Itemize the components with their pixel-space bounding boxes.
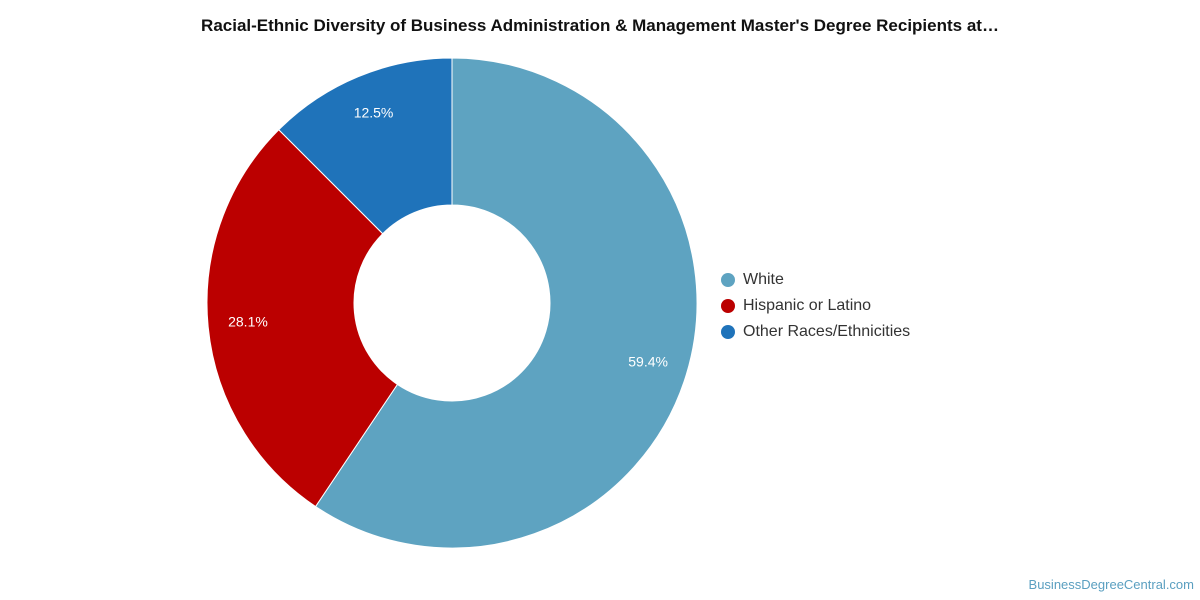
legend-dot-icon (721, 325, 735, 339)
legend-item-other-races[interactable]: Other Races/Ethnicities (721, 319, 910, 345)
legend-label: Other Races/Ethnicities (743, 323, 911, 340)
legend-label: White (743, 271, 784, 288)
source-watermark[interactable]: BusinessDegreeCentral.com (1028, 577, 1194, 592)
legend-dot-icon (721, 273, 735, 287)
legend-label: Hispanic or Latino (743, 297, 872, 314)
legend: White Hispanic or Latino Other Races/Eth… (721, 267, 910, 345)
legend-item-white[interactable]: White (721, 267, 910, 293)
slice-other-races[interactable] (278, 57, 453, 235)
chart-title: Racial-Ethnic Diversity of Business Admi… (201, 16, 999, 35)
slice-value-label: 12.5% (354, 104, 394, 120)
slice-value-label: 59.4% (628, 353, 668, 369)
legend-item-hispanic-or-latino[interactable]: Hispanic or Latino (721, 293, 910, 319)
slice-hispanic-or-latino[interactable] (206, 129, 399, 508)
slice-white[interactable] (314, 57, 698, 549)
legend-dot-icon (721, 299, 735, 313)
slice-value-label: 28.1% (228, 314, 268, 330)
